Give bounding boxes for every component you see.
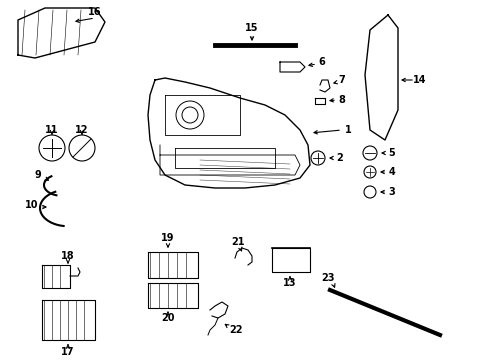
- Text: 8: 8: [338, 95, 345, 105]
- Text: 6: 6: [318, 57, 325, 67]
- Text: 17: 17: [61, 347, 75, 357]
- Text: 4: 4: [388, 167, 395, 177]
- Text: 14: 14: [412, 75, 426, 85]
- Text: 12: 12: [75, 125, 88, 135]
- Text: 7: 7: [338, 75, 345, 85]
- Text: 20: 20: [161, 313, 174, 323]
- Text: 1: 1: [344, 125, 351, 135]
- Text: 9: 9: [35, 170, 41, 180]
- Text: 19: 19: [161, 233, 174, 243]
- Text: 22: 22: [229, 325, 242, 335]
- Text: 16: 16: [88, 7, 102, 17]
- Text: 15: 15: [245, 23, 258, 33]
- Text: 21: 21: [231, 237, 244, 247]
- Text: 10: 10: [25, 200, 39, 210]
- Text: 11: 11: [45, 125, 59, 135]
- Text: 2: 2: [336, 153, 343, 163]
- Text: 3: 3: [388, 187, 395, 197]
- Text: 13: 13: [283, 278, 296, 288]
- Text: 18: 18: [61, 251, 75, 261]
- Text: 23: 23: [321, 273, 334, 283]
- Text: 5: 5: [388, 148, 395, 158]
